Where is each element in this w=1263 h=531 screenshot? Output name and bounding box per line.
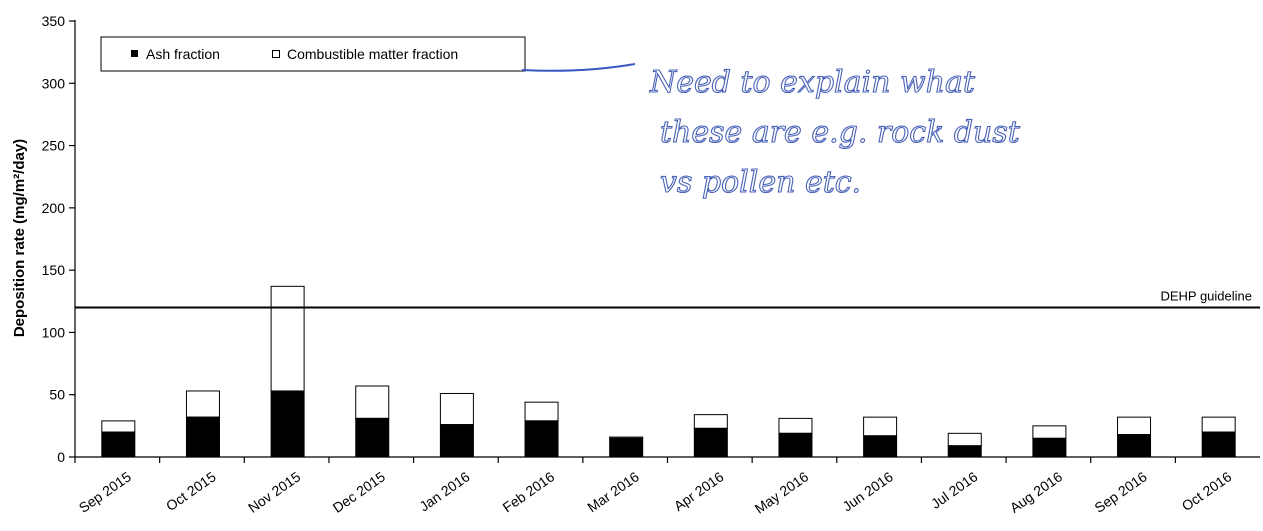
bar-combustible	[693, 414, 728, 429]
annotation-line-3: vs pollen etc.	[660, 165, 861, 200]
bar-ash	[524, 420, 559, 458]
x-tick-label: Aug 2016	[1007, 468, 1065, 516]
bar-combustible	[524, 401, 559, 422]
y-tick-label: 100	[42, 324, 66, 340]
handwritten-annotation: Need to explain what these are e.g. rock…	[521, 63, 1021, 201]
x-tick-label: Mar 2016	[584, 468, 642, 515]
bar-combustible	[185, 390, 220, 418]
annotation-pointer-line	[521, 63, 636, 72]
y-tick-label: 300	[42, 75, 66, 91]
legend-box	[100, 36, 526, 72]
y-ticks: 0 50 100 150 200 250 300 350	[42, 13, 75, 465]
bar-combustible	[778, 417, 813, 434]
annotation-line-2: these are e.g. rock dust	[660, 115, 1021, 150]
bar-combustible	[947, 432, 982, 447]
y-axis-title: Deposition rate (mg/m²/day)	[11, 139, 28, 337]
x-tick-label: Oct 2016	[1179, 468, 1235, 514]
x-tick-label: Jul 2016	[928, 468, 981, 512]
bar-ash	[439, 424, 474, 458]
bar-combustible	[270, 285, 305, 392]
bar-ash	[1032, 437, 1067, 458]
annotation-line-1: Need to explain what	[649, 65, 976, 100]
bar-ash	[693, 427, 728, 458]
bar-combustible	[101, 420, 136, 433]
legend-label-combustible: Combustible matter fraction	[287, 46, 458, 62]
bar-combustible	[863, 416, 898, 437]
bar-combustible	[355, 385, 390, 419]
x-tick-label: Apr 2016	[671, 468, 727, 514]
y-tick-label: 50	[49, 387, 65, 403]
y-tick-label: 0	[57, 449, 65, 465]
dehp-guideline-label: DEHP guideline	[1160, 289, 1252, 304]
legend-label-ash: Ash fraction	[146, 46, 220, 62]
y-tick-label: 200	[42, 200, 66, 216]
bar-combustible	[439, 392, 474, 426]
legend-swatch-combustible	[272, 50, 280, 58]
x-ticks: Sep 2015 Oct 2015 Nov 2015 Dec 2015 Jan 2016…	[74, 457, 1235, 517]
bar-ash	[270, 390, 305, 458]
bar-ash	[101, 431, 136, 458]
legend: Ash fraction Combustible matter fraction	[100, 36, 526, 72]
bar-ash	[778, 432, 813, 458]
x-tick-label: Jan 2016	[416, 468, 473, 514]
bar-ash	[863, 435, 898, 458]
x-tick-label: Sep 2015	[76, 468, 134, 516]
y-tick-label: 250	[42, 138, 66, 154]
bar-ash	[185, 416, 220, 458]
bar-ash	[609, 437, 644, 458]
y-tick-label: 350	[42, 13, 66, 29]
x-tick-label: Oct 2015	[163, 468, 219, 514]
x-tick-label: May 2016	[752, 468, 812, 516]
bar-ash	[947, 445, 982, 458]
x-tick-label: Feb 2016	[500, 468, 558, 515]
bar-combustible	[1201, 416, 1236, 433]
bar-ash	[355, 417, 390, 458]
bar-combustible	[1032, 425, 1067, 439]
bars	[101, 285, 1236, 458]
x-tick-label: Sep 2016	[1091, 468, 1149, 516]
x-tick-label: Dec 2015	[330, 468, 388, 516]
x-tick-label: Nov 2015	[245, 468, 303, 516]
x-tick-label: Jun 2016	[839, 468, 896, 514]
bar-combustible	[1117, 416, 1152, 436]
y-tick-label: 150	[42, 262, 66, 278]
bar-ash	[1117, 434, 1152, 458]
legend-swatch-ash	[131, 50, 138, 57]
bar-ash	[1201, 431, 1236, 458]
